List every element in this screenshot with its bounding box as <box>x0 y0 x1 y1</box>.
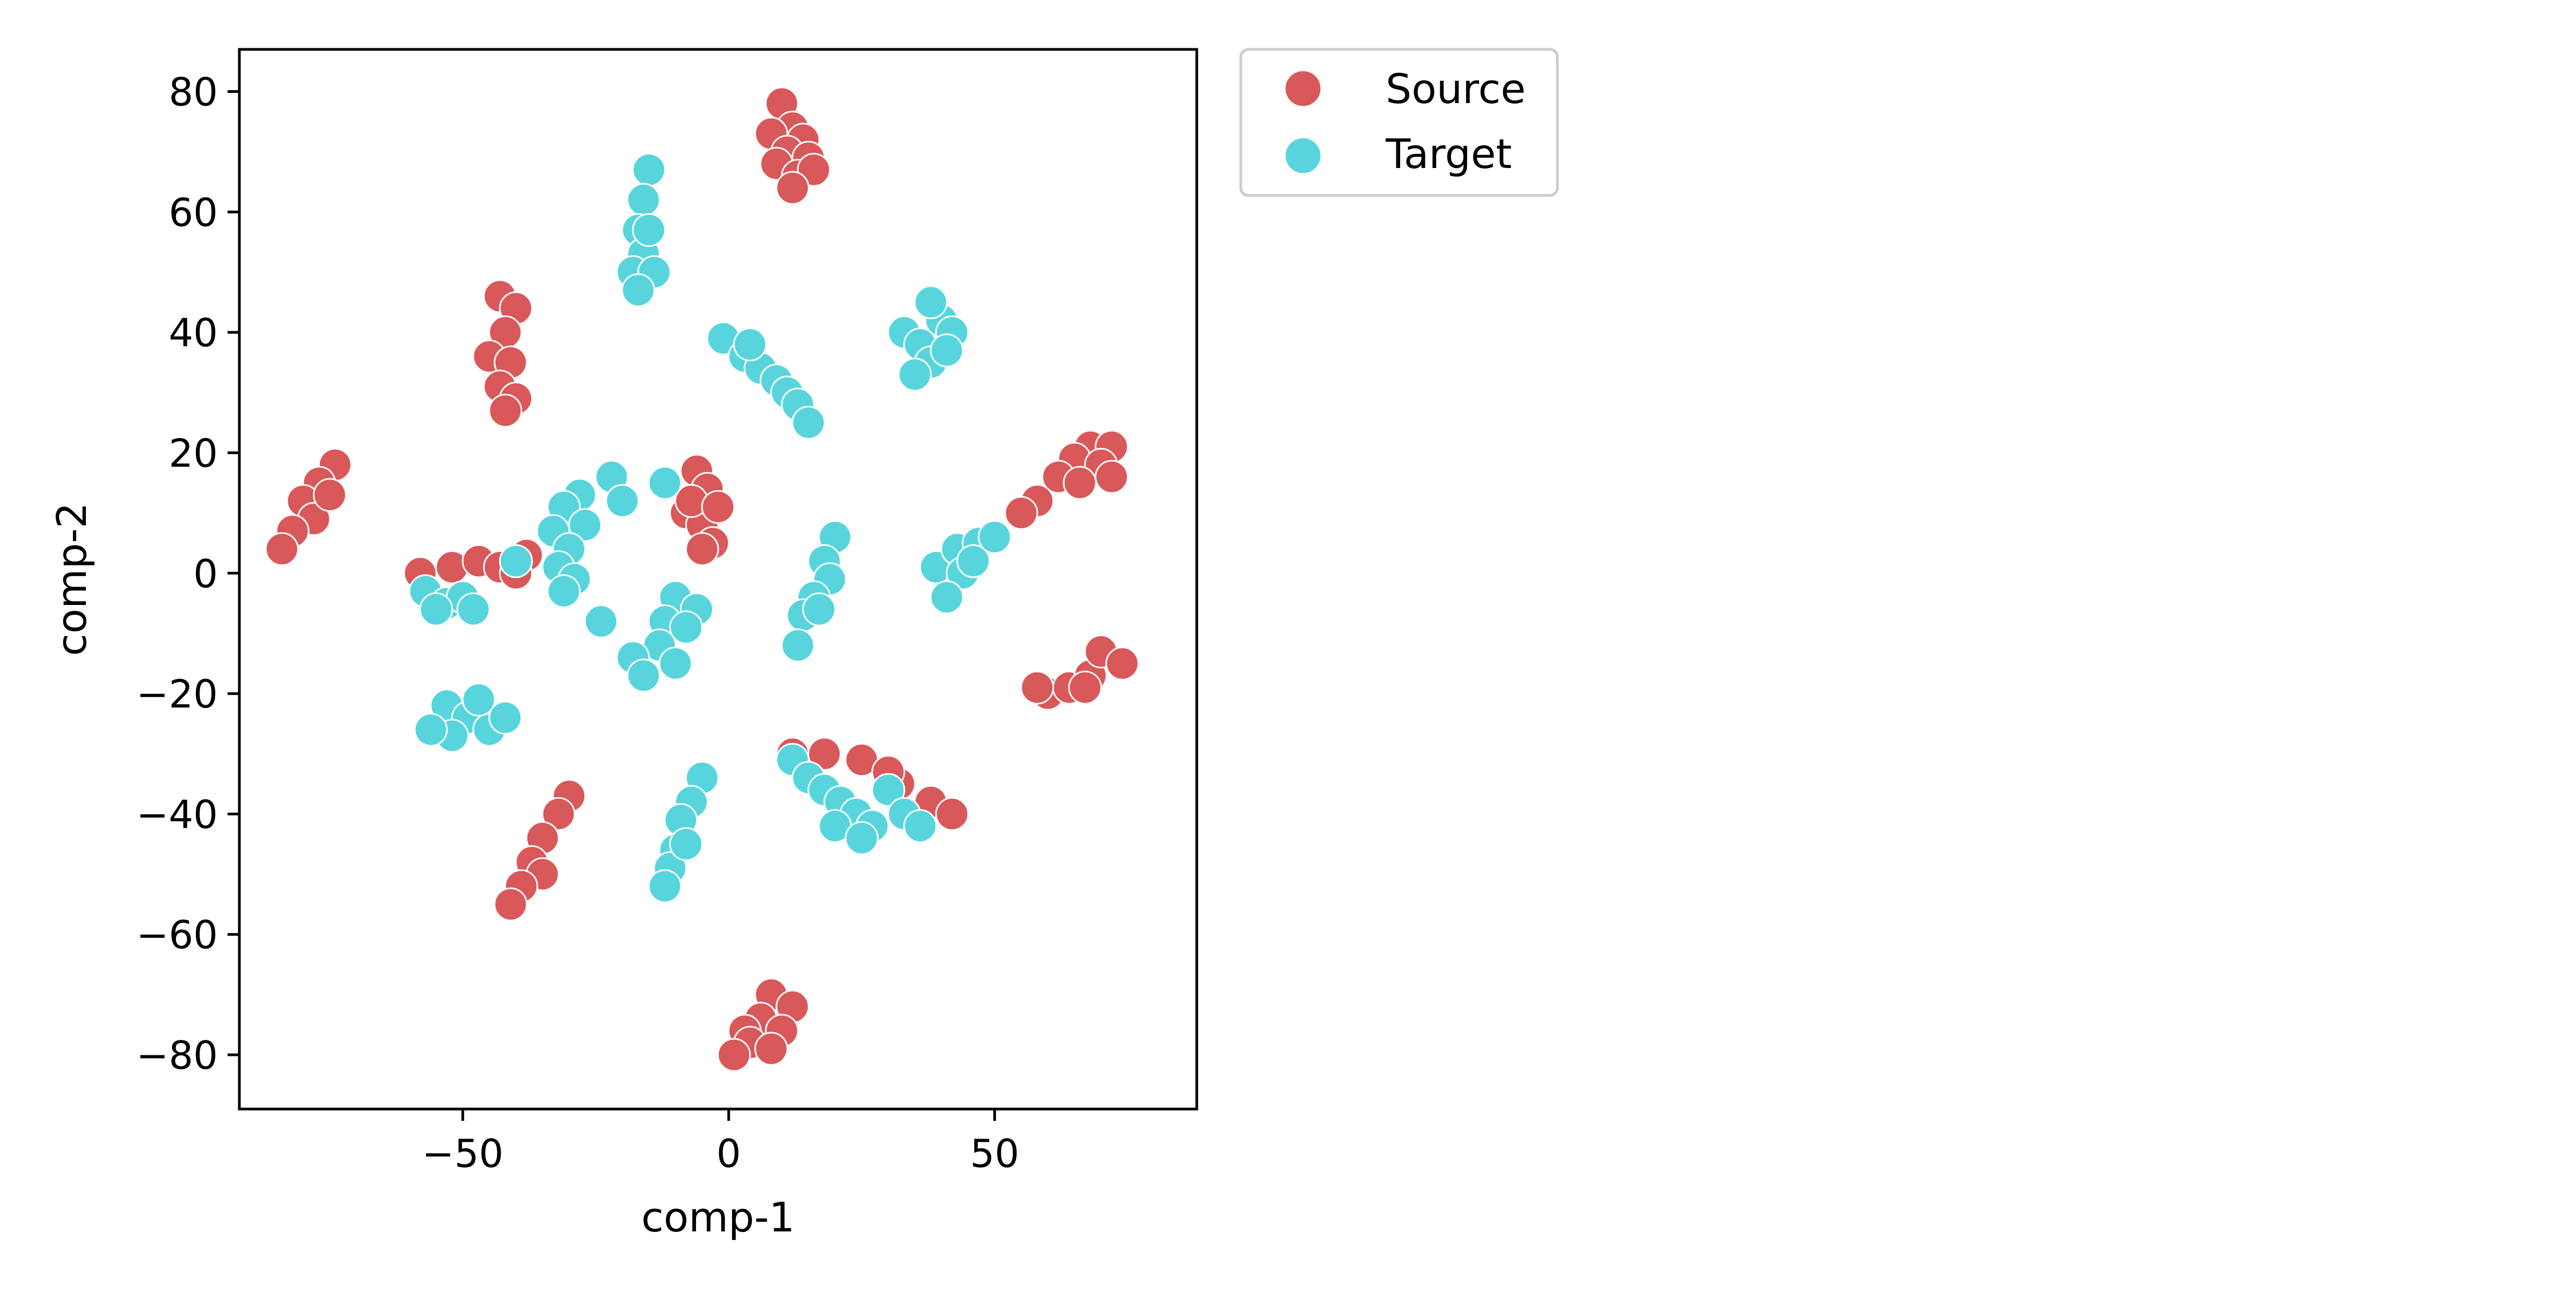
plot-frame <box>238 48 1198 1111</box>
source-point <box>265 532 299 566</box>
target-point <box>669 610 703 645</box>
y-tick-label: 60 <box>169 190 218 235</box>
target-point <box>547 574 581 608</box>
x-axis-label: comp-1 <box>641 1193 795 1241</box>
target-point <box>456 592 491 626</box>
source-point <box>494 887 528 922</box>
legend-label-target: Target <box>1385 130 1512 178</box>
source-point <box>701 490 735 524</box>
target-point <box>930 580 964 615</box>
target-point <box>648 869 682 903</box>
y-tick-label: 80 <box>169 70 218 115</box>
target-point <box>488 701 523 735</box>
legend-marker-target <box>1284 136 1322 175</box>
target-point <box>414 712 448 747</box>
target-point <box>658 646 693 681</box>
y-tick-label: −20 <box>136 672 218 717</box>
target-point <box>632 213 666 247</box>
source-point <box>313 478 347 512</box>
target-point <box>584 604 618 638</box>
source-point <box>488 393 523 428</box>
target-point <box>845 821 879 855</box>
source-point <box>1063 466 1097 500</box>
y-tick-label: 0 <box>193 551 218 596</box>
target-point <box>802 592 836 626</box>
target-point <box>913 285 948 319</box>
legend-label-source: Source <box>1386 65 1526 113</box>
source-point <box>541 797 576 831</box>
y-tick-label: −40 <box>136 792 218 837</box>
source-point <box>1004 496 1038 530</box>
target-point <box>605 484 640 518</box>
y-tick-label: −60 <box>136 913 218 958</box>
source-point <box>1094 459 1129 494</box>
x-tick-label: 0 <box>716 1131 741 1176</box>
points-layer <box>265 86 1139 1072</box>
source-point <box>717 1038 751 1072</box>
y-tick-label: 20 <box>169 431 218 476</box>
source-point <box>754 1032 788 1066</box>
source-point <box>1105 646 1139 681</box>
source-point <box>935 797 969 831</box>
source-point <box>1020 670 1055 705</box>
target-point <box>792 405 825 440</box>
source-point <box>685 532 719 566</box>
x-tick-label: 50 <box>970 1131 1020 1176</box>
target-point <box>621 273 655 308</box>
y-tick-label: 40 <box>169 310 218 355</box>
y-tick-label: −80 <box>136 1033 218 1078</box>
legend: Source Target <box>1239 48 1559 197</box>
y-axis-label: comp-2 <box>48 502 96 656</box>
target-point <box>626 183 661 217</box>
target-point <box>733 327 767 362</box>
target-point <box>977 520 1012 554</box>
target-point <box>462 682 496 717</box>
y-axis: 80 60 40 20 0 −20 −40 −60 −80 <box>136 70 239 1078</box>
target-point <box>903 809 938 843</box>
source-point <box>1068 670 1102 705</box>
source-point <box>775 171 810 205</box>
target-point <box>781 628 815 662</box>
target-point <box>648 466 682 500</box>
target-point <box>499 544 533 578</box>
target-point <box>956 544 991 578</box>
target-point <box>626 659 661 692</box>
target-point <box>419 592 453 626</box>
target-point <box>930 333 964 368</box>
x-axis: −50 0 50 <box>422 1109 1019 1176</box>
x-tick-label: −50 <box>422 1131 503 1176</box>
target-point <box>871 773 905 807</box>
target-point <box>669 827 703 861</box>
legend-marker-source <box>1284 69 1322 108</box>
target-point <box>632 152 666 187</box>
target-point <box>898 358 932 392</box>
